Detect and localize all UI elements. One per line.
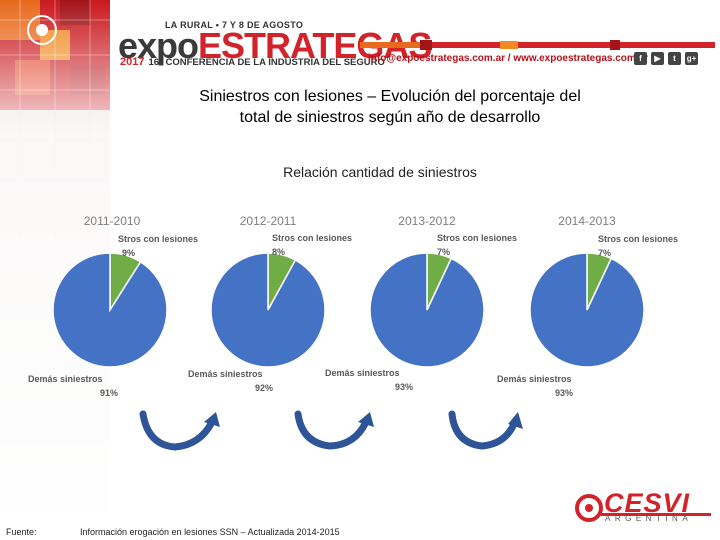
pie-title: 2011-2010 — [84, 214, 141, 228]
slide-title: Siniestros con lesiones – Evolución del … — [120, 86, 660, 128]
pie-label-demas: Demás siniestros — [497, 374, 572, 384]
transition-arrow — [139, 410, 216, 451]
transition-arrow-head — [358, 412, 374, 427]
pie-value-demas: 93% — [555, 388, 573, 398]
header-stripe — [360, 40, 715, 50]
pie-label-lesiones: Stros con lesiones — [272, 233, 352, 243]
source-text: Información erogación en lesiones SSN – … — [80, 527, 340, 537]
pie-slice-demas — [369, 252, 485, 368]
facebook-icon[interactable]: f — [634, 52, 647, 65]
cesvi-logo-mark — [575, 494, 711, 522]
chart-subtitle: Relación cantidad de siniestros — [283, 164, 477, 180]
pie-value-demas: 92% — [255, 383, 273, 393]
google-plus-icon[interactable]: g+ — [685, 52, 698, 65]
cesvi-country: ARGENTINA — [605, 514, 693, 523]
pie-value-lesiones: 7% — [598, 248, 611, 258]
pie-value-lesiones: 7% — [437, 247, 450, 257]
pie-label-demas: Demás siniestros — [28, 374, 103, 384]
youtube-icon[interactable]: ▶ — [651, 52, 664, 65]
pie-slice-demas — [52, 252, 168, 368]
social-links: f ▶ t g+ — [634, 52, 698, 65]
slide-title-line1: Siniestros con lesiones – Evolución del … — [199, 88, 581, 105]
pie-value-lesiones: 8% — [272, 247, 285, 257]
pie-label-demas: Demás siniestros — [188, 369, 263, 379]
transition-arrow — [294, 410, 370, 450]
source-label: Fuente: — [6, 527, 37, 537]
pie-label-lesiones: Stros con lesiones — [118, 234, 198, 244]
pie-title: 2014-2013 — [558, 214, 616, 228]
event-dates: LA RURAL • 7 Y 8 DE AGOSTO — [165, 20, 304, 30]
pie-slice-demas — [210, 252, 326, 368]
transition-arrow — [448, 410, 518, 450]
conference-name: 16° CONFERENCIA DE LA INDUSTRIA DEL SEGU… — [148, 57, 385, 68]
pie-value-demas: 93% — [395, 382, 413, 392]
slide-title-line2: total de siniestros según año de desarro… — [239, 109, 541, 126]
cesvi-name: CESVI — [604, 488, 691, 518]
pie-title: 2013-2012 — [398, 214, 456, 228]
contact-info[interactable]: info@expoestrategas.com.ar / www.expoest… — [368, 53, 649, 64]
pie-value-demas: 91% — [100, 388, 118, 398]
pie-label-lesiones: Stros con lesiones — [598, 234, 678, 244]
pie-label-demas: Demás siniestros — [325, 368, 400, 378]
transition-arrow-head — [204, 412, 220, 427]
pie-value-lesiones: 9% — [122, 248, 135, 258]
twitter-icon[interactable]: t — [668, 52, 681, 65]
conference-line: 2017 16° CONFERENCIA DE LA INDUSTRIA DEL … — [120, 56, 385, 68]
pie-label-lesiones: Stros con lesiones — [437, 233, 517, 243]
transition-arrow-head — [508, 412, 523, 429]
pie-slice-demas — [529, 252, 645, 368]
pie-charts: 2011-2010 Stros con lesiones 9% Demás sinie… — [28, 214, 678, 451]
event-year: 2017 — [120, 56, 145, 68]
brand-part1: expo — [118, 25, 199, 66]
pie-title: 2012-2011 — [240, 214, 297, 228]
